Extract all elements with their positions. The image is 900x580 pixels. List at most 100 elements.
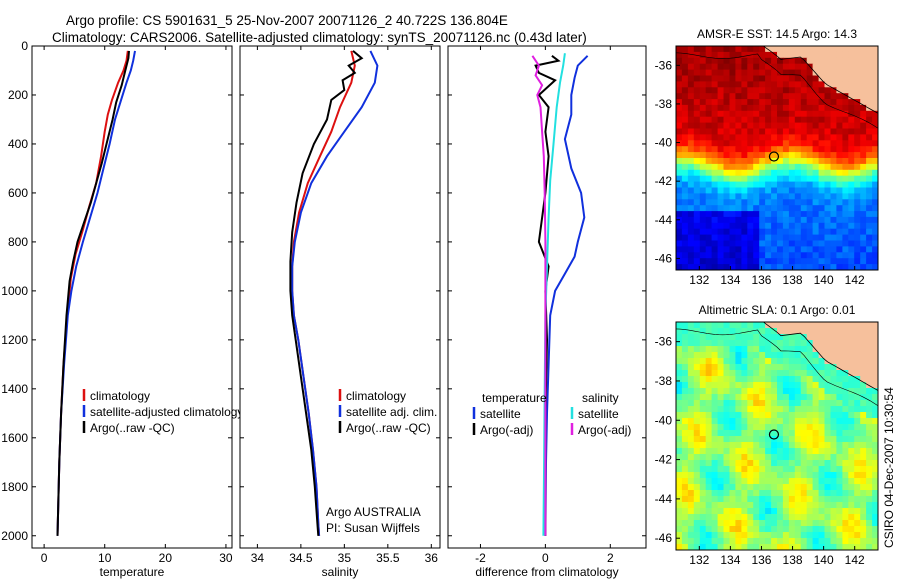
sla_map-cell bbox=[741, 388, 748, 395]
sst_map-cell bbox=[788, 116, 796, 124]
sst_map-cell bbox=[705, 134, 713, 141]
sla_map-cell bbox=[788, 460, 796, 467]
sst_map-cell bbox=[681, 87, 689, 94]
sst_map-cell bbox=[681, 63, 689, 71]
sst_map-cell bbox=[836, 128, 843, 135]
sla_map-cell bbox=[824, 472, 831, 479]
sst_map-cell bbox=[842, 69, 849, 77]
sst_map-cell bbox=[866, 264, 873, 270]
sst_map-cell bbox=[705, 104, 713, 112]
sla_map-cell bbox=[854, 436, 861, 443]
sla_map-cell bbox=[717, 346, 725, 353]
sla_map-cell bbox=[717, 370, 725, 377]
sla_map-cell bbox=[806, 436, 814, 443]
sla_map-cell bbox=[866, 520, 873, 527]
sla_map-cell bbox=[777, 352, 784, 359]
sst_map-cell bbox=[676, 175, 683, 183]
sla_map-cell bbox=[771, 346, 778, 353]
sla_map-cell bbox=[777, 424, 784, 431]
difference-x-tick-label: 0 bbox=[542, 551, 549, 565]
sst_map-cell bbox=[824, 181, 831, 189]
sst_map-cell bbox=[842, 110, 849, 118]
sla_map-cell bbox=[794, 412, 802, 419]
sst_map-cell bbox=[800, 175, 808, 183]
sst_map-cell bbox=[747, 93, 754, 100]
sla_map-cell bbox=[711, 454, 719, 461]
sst_map-cell bbox=[824, 240, 831, 247]
sst_map-cell bbox=[693, 57, 701, 65]
sst_map-cell bbox=[741, 211, 748, 218]
sla_map-cell bbox=[842, 364, 849, 371]
sla_map-cell bbox=[836, 490, 843, 497]
sla_map-cell bbox=[753, 340, 760, 347]
sla_map-cell bbox=[771, 418, 778, 425]
sla_map-cell bbox=[771, 532, 778, 539]
sst_map-cell bbox=[860, 193, 867, 200]
sla_map-cell bbox=[836, 424, 843, 431]
sst_map-axes-box bbox=[675, 45, 879, 271]
sla_map-cell bbox=[687, 526, 695, 533]
sst_map-cell bbox=[741, 252, 748, 259]
sst_map-cell bbox=[812, 181, 820, 189]
sla_map-cell bbox=[860, 478, 867, 485]
sst_map-cell bbox=[806, 181, 814, 189]
sst_map-cell bbox=[788, 234, 796, 242]
sst_map-cell bbox=[723, 158, 730, 165]
sst_map-cell bbox=[836, 199, 843, 206]
sst_map-cell bbox=[830, 264, 837, 270]
sst_map-cell bbox=[800, 193, 808, 200]
sla_map-cell bbox=[872, 532, 878, 539]
sst_map-cell bbox=[800, 222, 808, 230]
sla_map-cell bbox=[806, 400, 814, 407]
sst_map-cell bbox=[759, 181, 766, 189]
sla_map-cell bbox=[676, 328, 683, 335]
sst_map-cell bbox=[830, 169, 837, 177]
sla_map-cell bbox=[806, 514, 814, 521]
sla_map-cell bbox=[842, 382, 849, 389]
sla_map-cell bbox=[788, 526, 796, 533]
sla_map-cell bbox=[842, 490, 849, 497]
sst_map-cell bbox=[711, 246, 719, 253]
sla_map-cell bbox=[794, 448, 802, 455]
sla_map-cell bbox=[747, 490, 754, 497]
temperature-panel: 0 10 20 30020040060080010001200140016001800… bbox=[1, 39, 243, 579]
sst_map-cell bbox=[836, 134, 843, 141]
sla_map-cell bbox=[848, 358, 855, 365]
sst_map-cell bbox=[788, 246, 796, 253]
sst_map-cell bbox=[794, 152, 802, 159]
sla_map-cell bbox=[872, 544, 878, 550]
sla_map-cell bbox=[818, 376, 826, 383]
sla_map-cell bbox=[806, 406, 814, 413]
sla_map-cell bbox=[687, 322, 695, 329]
sla_map-cell bbox=[782, 364, 790, 371]
sla_map-cell bbox=[705, 466, 713, 473]
sla_map-cell bbox=[818, 322, 826, 329]
sla_map-cell bbox=[759, 394, 766, 401]
sla_map-cell bbox=[782, 496, 790, 503]
sla_map-cell bbox=[806, 358, 814, 365]
sst_map-cell bbox=[836, 116, 843, 124]
sla_map-cell bbox=[806, 520, 814, 527]
sla_map-cell bbox=[705, 460, 713, 467]
sla_map-cell bbox=[747, 388, 754, 395]
sla_map-cell bbox=[866, 376, 873, 383]
sla_map-cell bbox=[788, 388, 796, 395]
sst_map-cell bbox=[687, 93, 695, 100]
sst_map-cell bbox=[699, 169, 707, 177]
sla_map-cell bbox=[836, 502, 843, 509]
sst_map-cell bbox=[854, 240, 861, 247]
sst_map-cell bbox=[699, 75, 707, 82]
sst_map-cell bbox=[759, 75, 766, 82]
difference-x-axis-label: difference from climatology bbox=[475, 565, 618, 579]
sst_map-cell bbox=[699, 63, 707, 71]
sst_map-cell bbox=[854, 163, 861, 171]
sla_map-cell bbox=[735, 430, 742, 437]
sst_map-cell bbox=[830, 110, 837, 118]
sst_map-cell bbox=[753, 57, 760, 65]
sla_map-cell bbox=[806, 370, 814, 377]
sst_map-cell bbox=[765, 152, 772, 159]
sst_map-cell bbox=[717, 246, 725, 253]
sst_map-cell bbox=[693, 63, 701, 71]
sst_map-cell bbox=[735, 181, 742, 189]
sla_map-cell bbox=[854, 376, 861, 383]
